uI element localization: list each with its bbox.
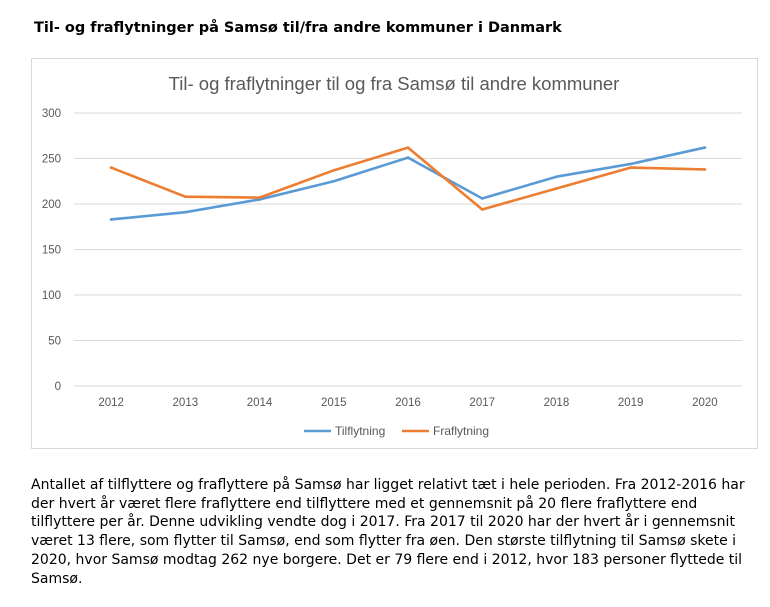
chart-title: Til- og fraflytninger til og fra Samsø t… bbox=[169, 73, 620, 94]
data-point-tilflytning bbox=[109, 218, 113, 221]
line-chart: Til- og fraflytninger til og fra Samsø t… bbox=[31, 58, 758, 449]
data-point-tilflytning bbox=[332, 179, 336, 183]
y-tick-label: 300 bbox=[42, 108, 61, 120]
data-point-tilflytning bbox=[406, 156, 410, 159]
data-point-tilflytning bbox=[555, 175, 558, 178]
data-point-tilflytning bbox=[629, 162, 632, 166]
data-point-fraflytning bbox=[480, 208, 484, 211]
y-tick-label: 50 bbox=[48, 336, 61, 348]
data-point-tilflytning bbox=[703, 146, 707, 149]
data-point-fraflytning bbox=[184, 195, 187, 199]
data-point-fraflytning bbox=[703, 168, 707, 171]
x-tick-label: 2013 bbox=[173, 397, 199, 409]
data-point-fraflytning bbox=[629, 166, 632, 169]
chart-svg: Til- og fraflytninger til og fra Samsø t… bbox=[42, 73, 742, 438]
y-tick-label: 100 bbox=[42, 290, 61, 302]
x-tick-label: 2015 bbox=[321, 397, 347, 409]
data-point-fraflytning bbox=[406, 146, 410, 149]
x-tick-label: 2020 bbox=[692, 397, 718, 409]
data-point-fraflytning bbox=[258, 196, 261, 199]
x-tick-label: 2017 bbox=[469, 397, 495, 409]
y-tick-label: 250 bbox=[42, 154, 61, 166]
legend-label-fraflytning: Fraflytning bbox=[433, 424, 489, 438]
data-point-fraflytning bbox=[332, 169, 336, 172]
x-tick-label: 2014 bbox=[247, 397, 273, 409]
y-tick-label: 200 bbox=[42, 199, 61, 211]
data-point-tilflytning bbox=[184, 210, 187, 214]
x-tick-label: 2016 bbox=[395, 397, 421, 409]
page-title: Til- og fraflytninger på Samsø til/fra a… bbox=[34, 20, 562, 36]
data-point-fraflytning bbox=[555, 187, 558, 190]
data-point-fraflytning bbox=[109, 166, 113, 169]
legend-label-tilflytning: Tilflytning bbox=[335, 424, 385, 438]
x-tick-label: 2012 bbox=[98, 397, 124, 409]
description-paragraph: Antallet af tilflyttere og fraflyttere p… bbox=[31, 477, 745, 587]
y-tick-label: 0 bbox=[55, 381, 61, 393]
data-point-tilflytning bbox=[480, 197, 484, 200]
x-tick-label: 2018 bbox=[544, 397, 570, 409]
y-tick-label: 150 bbox=[42, 245, 61, 257]
x-tick-label: 2019 bbox=[618, 397, 644, 409]
